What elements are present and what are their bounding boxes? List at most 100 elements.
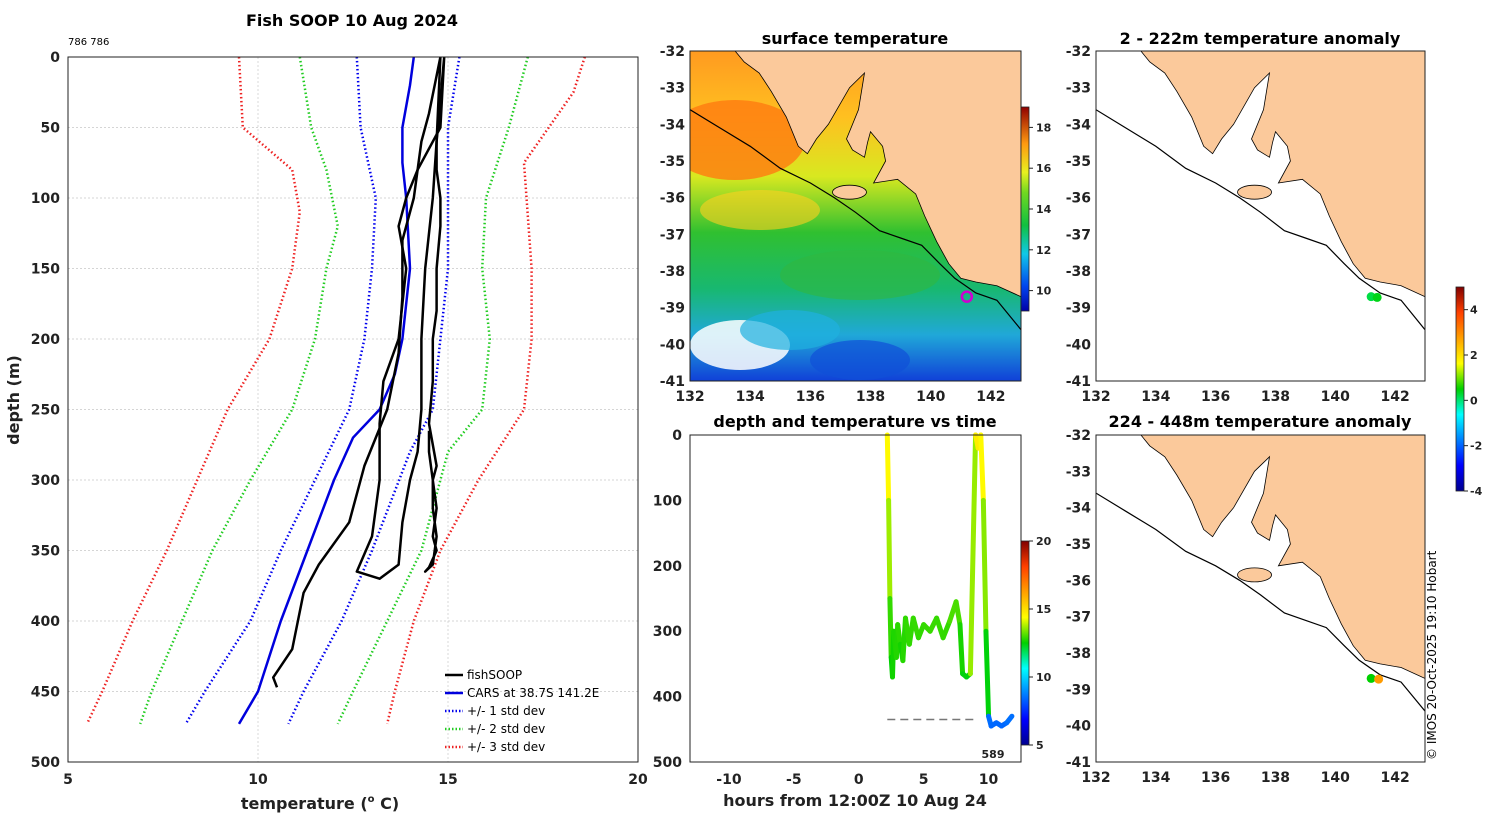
sst-location-marker [960,290,974,303]
anomaly-map-2-ytick-label: -38 [1066,646,1091,662]
time-track-segment [895,622,903,647]
anomaly-map-1-xtick-label: 142 [1380,389,1409,405]
sst-colorbar-tick-label: 16 [1036,162,1052,175]
legend-label-cars: CARS at 38.7S 141.2E [467,686,599,700]
sst-kangaroo-island [832,184,867,200]
anomaly-colorbar-tick-label: 0 [1470,394,1478,407]
time-xtick-label: 0 [854,772,864,788]
anomaly-colorbar-tick-label: 4 [1470,304,1478,317]
time-xtick-label: 5 [919,772,929,788]
sst-cool-patch [740,310,840,350]
profile-ylabel: depth (m) [4,355,23,445]
profile-ytick-label: 350 [31,544,60,560]
anomaly-map-2-title: 224 - 448m temperature anomaly [1109,412,1412,431]
anomaly-map-2-ytick-label: -35 [1066,537,1091,553]
sst-map-title: surface temperature [762,29,949,48]
sst-green-patch [780,250,940,300]
sst-colorbar [1020,106,1030,312]
time-track-segment [957,622,966,677]
profile-ytick-label: 400 [31,614,60,630]
anomaly-map-1-ytick-label: -32 [1066,44,1091,60]
anomaly-colorbar-ticks: 4 2 0 -2 -4 [1464,304,1483,498]
legend-label-3std: +/- 3 std dev [467,740,545,754]
time-colorbar-tick-label: 15 [1036,603,1051,616]
sst-ytick-label: -40 [660,337,686,353]
time-track-segment [980,497,989,634]
anomaly-map-1-ytick-label: -37 [1066,227,1091,243]
anomaly-map-1-ytick-label: -39 [1066,301,1091,317]
time-ytick-label: 500 [653,755,682,771]
time-track-segment [953,599,963,628]
time-ytick-label: 100 [653,493,682,509]
sst-ytick-label: -36 [660,191,685,207]
profile-ytick-label: 200 [31,332,60,348]
time-xtick-label: -10 [716,772,742,788]
anomaly-map-2-ticks: 132 134 136 138 140 142 -32 -33 -34 -35 -36 -37 -38 -… [1066,428,1410,786]
sst-shelf-line [690,109,1021,331]
anomaly-map-2-ytick-label: -40 [1066,719,1092,735]
anomaly-map-1-ytick-label: -38 [1066,264,1091,280]
sst-ytick-label: -34 [660,117,686,133]
legend-label-fishsoop: fishSOOP [467,668,522,682]
time-ytick-label: 300 [653,624,682,640]
profile-xtick-label: 5 [63,772,73,788]
sst-xtick-label: 138 [856,389,885,405]
anomaly-map-1-land [1140,51,1425,298]
profile-lines [85,56,586,725]
profile-series--1-std [287,56,461,725]
anomaly-map-2-ytick-label: -34 [1066,501,1092,517]
time-track-segment [983,628,992,719]
time-colorbar-ticks: 5 10 15 20 [1029,535,1052,752]
sst-ytick-label: -33 [660,81,685,97]
sst-colorbar-tick-label: 14 [1036,203,1052,216]
anomaly-map-1-ytick-label: -34 [1066,117,1092,133]
sst-colorbar-tick-label: 10 [1036,285,1052,298]
anomaly-map-1-ytick-label: -33 [1066,81,1091,97]
sst-ytick-label: -37 [660,227,685,243]
profile-ytick-label: 450 [31,685,60,701]
sst-ytick-label: -32 [660,44,685,60]
sst-map-image [690,51,1021,381]
profile-corner-label: 786 786 [68,37,109,48]
time-colorbar-tick-label: 5 [1036,739,1044,752]
profile-ytick-label: 50 [41,121,61,137]
anomaly-map-1-ytick-label: -36 [1066,191,1091,207]
anomaly-map-2-image [1096,435,1425,712]
profile-panel: Fish SOOP 10 Aug 2024 786 786 5 10 15 20050… [4,11,648,813]
sst-ytick-label: -35 [660,154,685,170]
sst-warm-patch [690,100,805,180]
anomaly-map-1-panel: 2 - 222m temperature anomaly 132 134 136 13… [1066,29,1426,405]
anomaly-map-2-panel: 224 - 448m temperature anomaly 132 134 136… [1066,412,1426,786]
time-colorbar [1020,540,1030,746]
time-xtick-label: 10 [979,772,999,788]
profile-series-fishsoop [423,56,442,573]
anomaly-colorbar-tick-label: -4 [1470,485,1483,498]
anomaly-map-1-frame [1095,50,1426,382]
time-ytick-label: 400 [653,690,682,706]
sst-colorbar-tick-label: 12 [1036,244,1051,257]
profile-xtick-label: 15 [438,772,457,788]
profile-xtick-label: 10 [248,772,268,788]
anomaly-colorbar-tick-label: 2 [1470,349,1478,362]
time-annotation: 589 [982,748,1005,761]
anomaly-map-2-points [1366,673,1384,684]
anomaly-map-2-xtick-label: 132 [1081,770,1110,786]
anomaly-map-2-ytick-label: -41 [1066,755,1091,771]
profile-ytick-label: 500 [31,755,60,771]
anomaly-map-2-ytick-label: -37 [1066,610,1091,626]
anomaly-map-1-xtick-label: 134 [1141,389,1170,405]
profile-series--2-std [336,56,530,725]
profile-series--3-std [385,56,586,725]
anomaly-map-2-ytick-label: -33 [1066,464,1091,480]
time-track [884,432,1015,729]
time-xtick-label: -5 [786,772,802,788]
anomaly-map-2-xtick-label: 136 [1201,770,1230,786]
anomaly-map-2-ytick-label: -39 [1066,682,1091,698]
sst-map-ticks: 132 134 136 138 140 142 -32 -33 -34 -35 -36 -37 -38 -… [660,44,1006,405]
anomaly-map-1-points [1366,292,1382,302]
time-xlabel: hours from 12:00Z 10 Aug 24 [723,791,987,810]
sst-colorbar-tick-label: 18 [1036,121,1051,134]
anomaly-map-2-shelf-line [1096,492,1425,712]
